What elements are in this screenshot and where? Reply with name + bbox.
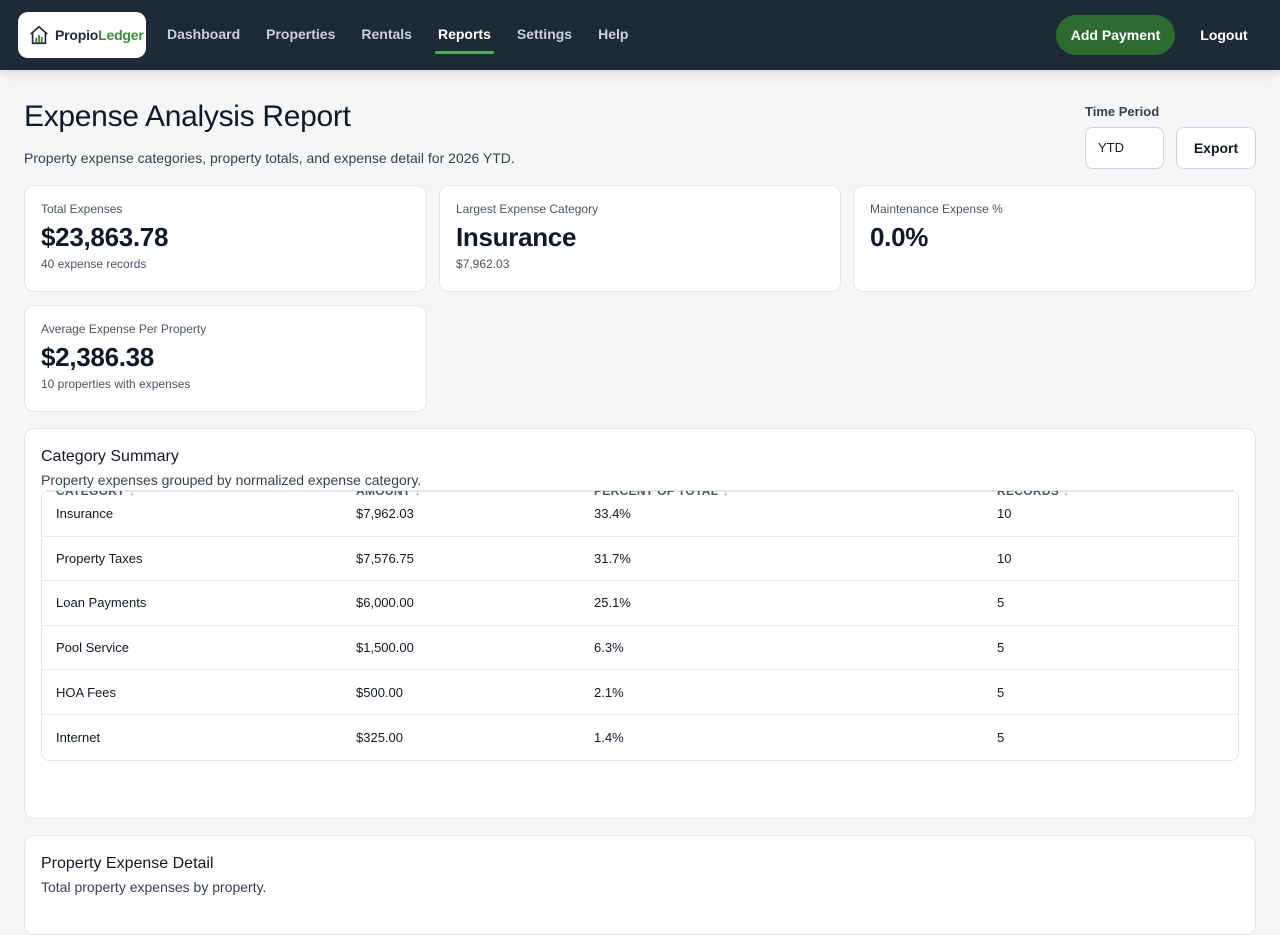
kpi-note: 10 properties with expenses [41, 377, 191, 391]
cell-amount: $1,500.00 [356, 640, 414, 656]
brand-logo[interactable]: PropioLedger [18, 12, 146, 58]
cell-records: 5 [997, 595, 1005, 611]
kpi-average-per-property: Average Expense Per Property $2,386.38 1… [24, 305, 427, 412]
sort-icon: ↕ [414, 490, 421, 498]
col-header-category[interactable]: Category ↕ [56, 490, 136, 498]
panel-title: Property Expense Detail [41, 855, 214, 872]
cell-category: HOA Fees [56, 684, 116, 700]
cell-records: 5 [997, 729, 1005, 745]
kpi-value: Insurance [456, 222, 577, 252]
nav-reports[interactable]: Reports [425, 0, 504, 70]
time-period-label: Time Period [1085, 104, 1160, 119]
add-payment-button[interactable]: Add Payment [1056, 15, 1175, 55]
page-title: Expense Analysis Report [24, 100, 351, 133]
col-header-records[interactable]: Records ↕ [997, 490, 1070, 498]
brand-name: PropioLedger [55, 27, 144, 43]
cell-amount: $6,000.00 [356, 595, 414, 611]
kpi-label: Largest Expense Category [456, 202, 599, 216]
kpi-largest-category: Largest Expense Category Insurance $7,96… [439, 185, 841, 292]
export-button[interactable]: Export [1176, 127, 1256, 169]
cell-category: Internet [56, 729, 101, 745]
kpi-maintenance-percent: Maintenance Expense % 0.0% [853, 185, 1256, 292]
cell-category: Pool Service [56, 640, 129, 656]
house-chart-icon [30, 25, 48, 45]
cell-category: Property Taxes [56, 550, 143, 566]
top-nav: PropioLedger Dashboard Properties Rental… [0, 0, 1280, 70]
cell-records: 10 [997, 506, 1012, 522]
kpi-total-expenses: Total Expenses $23,863.78 40 expense rec… [24, 185, 427, 292]
panel-description: Property expenses grouped by normalized … [41, 472, 422, 488]
table-row: Internet $325.00 1.4% 5 [42, 715, 1238, 760]
time-period-select[interactable]: YTD [1085, 127, 1164, 169]
cell-records: 5 [997, 640, 1005, 656]
nav-help[interactable]: Help [598, 26, 629, 42]
panel-description: Total property expenses by property. [41, 879, 267, 895]
cell-records: 10 [997, 550, 1012, 566]
cell-category: Insurance [56, 506, 114, 522]
kpi-label: Maintenance Expense % [870, 202, 1003, 216]
kpi-value: $23,863.78 [41, 222, 169, 252]
table-row: HOA Fees $500.00 2.1% 5 [42, 670, 1238, 715]
table-row: Loan Payments $6,000.00 25.1% 5 [42, 581, 1238, 626]
nav-rentals[interactable]: Rentals [361, 26, 412, 42]
cell-amount: $7,962.03 [356, 506, 414, 522]
cell-percent: 33.4% [594, 506, 631, 522]
cell-percent: 31.7% [594, 550, 631, 566]
cell-amount: $7,576.75 [356, 550, 414, 566]
main-nav: Dashboard Properties Rentals Reports Set… [154, 0, 641, 70]
cell-amount: $325.00 [356, 729, 403, 745]
cell-percent: 1.4% [594, 729, 624, 745]
category-summary-panel: Category Summary Property expenses group… [24, 428, 1256, 819]
property-detail-panel: Property Expense Detail Total property e… [24, 835, 1256, 935]
cell-records: 5 [997, 684, 1005, 700]
cell-percent: 6.3% [594, 640, 624, 656]
sort-icon: ↕ [722, 490, 729, 498]
table-header: Category ↕ Amount ↕ Percent of Total ↕ Reco… [42, 491, 1238, 498]
kpi-value: 0.0% [870, 222, 929, 252]
nav-settings[interactable]: Settings [516, 26, 573, 42]
panel-title: Category Summary [41, 448, 179, 465]
kpi-label: Average Expense Per Property [41, 322, 207, 336]
table-row: Insurance $7,962.03 33.4% 10 [42, 492, 1238, 537]
cell-percent: 25.1% [594, 595, 631, 611]
table-row: Property Taxes $7,576.75 31.7% 10 [42, 537, 1238, 582]
cell-percent: 2.1% [594, 684, 624, 700]
cell-amount: $500.00 [356, 684, 403, 700]
table-row: Pool Service $1,500.00 6.3% 5 [42, 626, 1238, 671]
cell-category: Loan Payments [56, 595, 147, 611]
kpi-label: Total Expenses [41, 202, 123, 216]
kpi-value: $2,386.38 [41, 342, 154, 372]
kpi-note: 40 expense records [41, 257, 147, 271]
sort-icon: ↕ [129, 490, 136, 498]
nav-dashboard[interactable]: Dashboard [167, 26, 241, 42]
nav-properties[interactable]: Properties [266, 26, 336, 42]
category-table: Category ↕ Amount ↕ Percent of Total ↕ Reco… [41, 490, 1239, 761]
col-header-percent[interactable]: Percent of Total ↕ [594, 490, 729, 498]
kpi-note: $7,962.03 [456, 257, 510, 271]
sort-icon: ↕ [1063, 490, 1070, 498]
page-subtitle: Property expense categories, property to… [24, 150, 515, 166]
col-header-amount[interactable]: Amount ↕ [356, 490, 421, 498]
logout-button[interactable]: Logout [1188, 15, 1260, 55]
